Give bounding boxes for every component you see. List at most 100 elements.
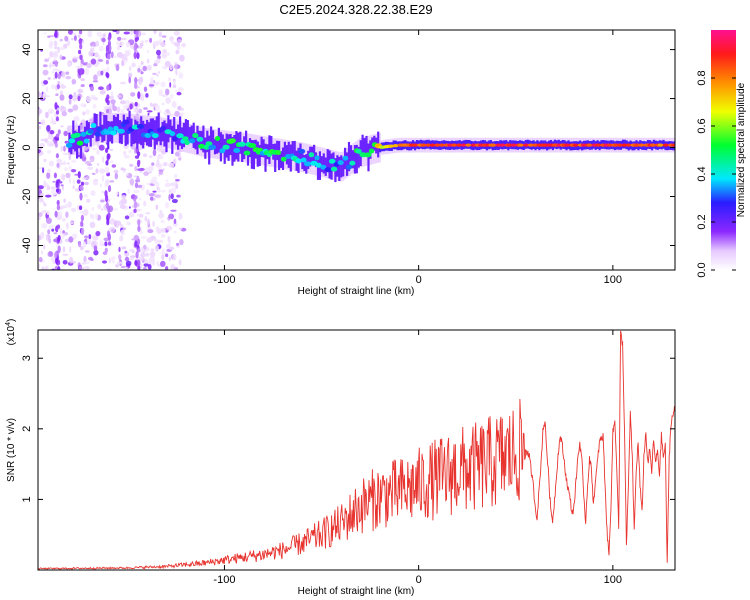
noise-blob: [45, 194, 52, 198]
noise-blob: [98, 59, 104, 62]
noise-streak: [56, 224, 61, 229]
noise-blob: [97, 163, 99, 166]
noise-blob: [47, 168, 51, 174]
noise-blob: [150, 248, 155, 253]
y-tick-label: 40: [21, 43, 33, 55]
noise-blob: [116, 41, 121, 46]
noise-blob: [128, 206, 131, 209]
noise-blob: [141, 236, 147, 239]
noise-streak: [79, 43, 83, 50]
noise-blob: [72, 104, 79, 111]
noise-blob: [157, 55, 161, 60]
signal-band: [365, 135, 368, 154]
signal-ridge-point: [172, 136, 178, 142]
noise-blob: [74, 173, 79, 176]
noise-blob: [60, 83, 65, 89]
signal-band: [322, 153, 325, 174]
noise-blob: [161, 149, 167, 155]
noise-streak: [135, 36, 140, 41]
noise-blob: [38, 149, 41, 154]
noise-blob: [71, 95, 78, 102]
signal-band: [132, 127, 135, 145]
noise-blob: [41, 250, 43, 255]
noise-blob: [109, 180, 115, 183]
noise-blob: [67, 162, 70, 165]
noise-blob: [85, 250, 90, 253]
noise-blob: [147, 218, 150, 225]
noise-blob: [56, 158, 63, 164]
noise-blob: [156, 145, 163, 152]
noise-blob: [98, 86, 104, 90]
noise-blob: [73, 116, 80, 122]
noise-blob: [48, 143, 54, 147]
noise-blob: [57, 46, 60, 54]
noise-blob: [138, 213, 144, 218]
signal-ridge-point: [650, 143, 656, 147]
noise-blob: [53, 46, 58, 50]
noise-streak: [55, 153, 60, 159]
signal-band: [357, 146, 360, 168]
noise-blob: [168, 213, 175, 220]
signal-band: [229, 134, 232, 156]
noise-blob: [129, 164, 134, 167]
noise-blob: [160, 81, 166, 88]
signal-band: [186, 120, 189, 145]
noise-blob: [137, 208, 142, 212]
noise-blob: [46, 210, 50, 216]
signal-band: [241, 142, 244, 162]
signal-ridge-point: [280, 156, 287, 162]
noise-blob: [53, 40, 58, 47]
noise-blob: [40, 119, 46, 126]
noise-blob: [50, 186, 57, 190]
noise-blob: [99, 90, 106, 95]
noise-streak: [80, 214, 84, 222]
noise-blob: [92, 97, 98, 100]
noise-blob: [50, 119, 56, 125]
noise-blob: [160, 260, 166, 267]
noise-streak: [55, 188, 60, 193]
noise-streak: [136, 52, 140, 60]
noise-streak: [78, 266, 83, 270]
signal-band: [270, 136, 273, 154]
noise-blob: [111, 164, 117, 168]
snr-frame: [37, 329, 676, 571]
noise-blob: [143, 244, 147, 250]
noise-blob: [126, 221, 131, 226]
noise-streak: [106, 94, 110, 100]
noise-blob: [151, 146, 154, 149]
signal-ridge-point: [136, 123, 144, 129]
noise-blob: [161, 254, 165, 260]
signal-band: [355, 144, 358, 174]
noise-blob: [82, 241, 87, 248]
signal-ridge-point: [532, 143, 539, 147]
signal-ridge-point: [160, 125, 167, 131]
noise-blob: [60, 184, 64, 187]
y-tick-label: 1: [21, 496, 33, 502]
noise-blob: [123, 31, 130, 35]
noise-blob: [131, 62, 136, 68]
noise-blob: [63, 130, 68, 137]
signal-ridge-point: [243, 150, 251, 156]
signal-band: [219, 132, 222, 162]
noise-blob: [66, 222, 69, 230]
noise-blob: [90, 190, 96, 196]
noise-blob: [128, 30, 135, 35]
noise-blob: [181, 43, 187, 48]
noise-blob: [45, 111, 49, 119]
noise-blob: [116, 45, 121, 51]
noise-blob: [124, 256, 130, 262]
noise-streak: [107, 185, 112, 193]
signal-ridge-point: [303, 161, 312, 167]
noise-blob: [137, 65, 143, 68]
noise-blob: [110, 99, 116, 105]
noise-blob: [128, 149, 132, 154]
noise-blob: [62, 253, 69, 256]
noise-streak: [54, 265, 58, 270]
noise-blob: [169, 36, 174, 42]
noise-blob: [171, 182, 177, 187]
noise-streak: [135, 251, 139, 259]
noise-streak: [56, 204, 61, 211]
noise-blob: [158, 171, 164, 175]
noise-blob: [38, 234, 41, 242]
noise-blob: [180, 107, 184, 111]
